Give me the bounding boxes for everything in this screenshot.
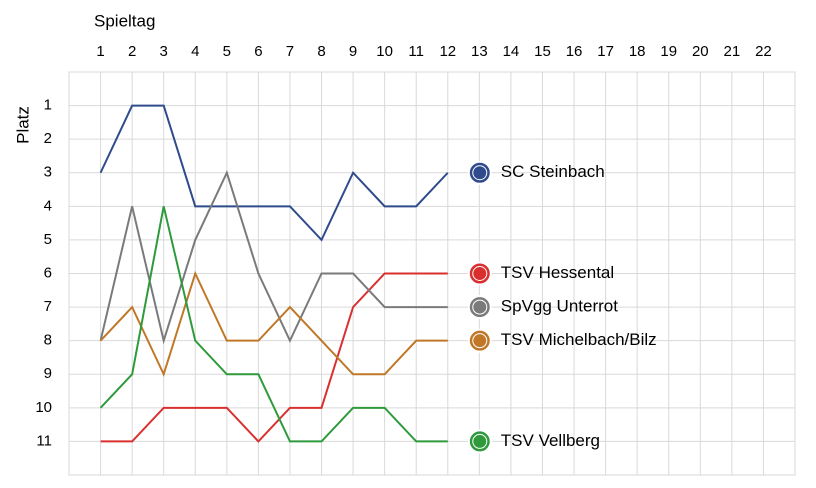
team-logo-ring (472, 165, 488, 181)
y-tick-label: 2 (44, 130, 52, 147)
y-axis-label: Platz (13, 106, 32, 144)
x-tick-label: 13 (471, 43, 488, 60)
series-line (99, 206, 448, 443)
x-tick-label: 6 (254, 43, 262, 60)
team-logo (467, 261, 492, 286)
x-tick-label: 12 (439, 43, 456, 60)
y-tick-label: 9 (44, 365, 52, 382)
legend-label: TSV Vellberg (501, 431, 600, 450)
legend-label: SC Steinbach (501, 162, 605, 181)
series-line (99, 170, 448, 345)
series-line (99, 270, 448, 377)
series-line (99, 104, 449, 242)
y-tick-label: 4 (44, 197, 52, 214)
y-tick-label: 6 (44, 264, 52, 281)
x-tick-label: 9 (349, 43, 357, 60)
team-logo-ring (472, 333, 488, 349)
x-tick-label: 8 (317, 43, 325, 60)
team-logo-ring (472, 266, 488, 281)
y-tick-label: 8 (44, 332, 52, 349)
x-tick-label: 21 (724, 43, 741, 60)
y-tick-label: 3 (44, 164, 52, 181)
x-tick-label: 17 (597, 43, 614, 60)
y-tick-label: 10 (35, 399, 52, 416)
x-tick-label: 1 (96, 43, 104, 60)
x-tick-label: 14 (503, 43, 520, 60)
y-tick-label: 7 (44, 298, 52, 315)
x-tick-label: 15 (534, 43, 551, 60)
x-tick-label: 3 (160, 43, 168, 60)
x-tick-label: 16 (566, 43, 583, 60)
team-logo (467, 160, 492, 185)
y-tick-label: 1 (44, 97, 52, 114)
x-tick-label: 2 (128, 43, 136, 60)
team-logo (467, 295, 492, 320)
team-logo (467, 328, 492, 353)
team-logo-ring (472, 433, 488, 449)
series-line (100, 272, 448, 443)
x-tick-label: 10 (376, 43, 393, 60)
x-tick-label: 18 (629, 43, 646, 60)
team-logo-ring (472, 299, 488, 315)
team-logo (467, 429, 492, 454)
x-tick-label: 11 (408, 43, 424, 60)
x-axis-label: Spieltag (94, 11, 155, 30)
x-tick-label: 7 (286, 43, 294, 60)
x-tick-label: 22 (755, 43, 772, 60)
x-tick-label: 4 (191, 43, 199, 60)
legend-label: TSV Hessental (501, 263, 614, 282)
x-tick-label: 19 (660, 43, 677, 60)
y-tick-label: 5 (44, 231, 52, 248)
legend-label: SpVgg Unterrot (501, 297, 618, 316)
x-tick-label: 20 (692, 43, 709, 60)
y-tick-label: 11 (36, 432, 52, 449)
legend-label: TSV Michelbach/Bilz (501, 330, 657, 349)
x-tick-label: 5 (223, 43, 231, 60)
